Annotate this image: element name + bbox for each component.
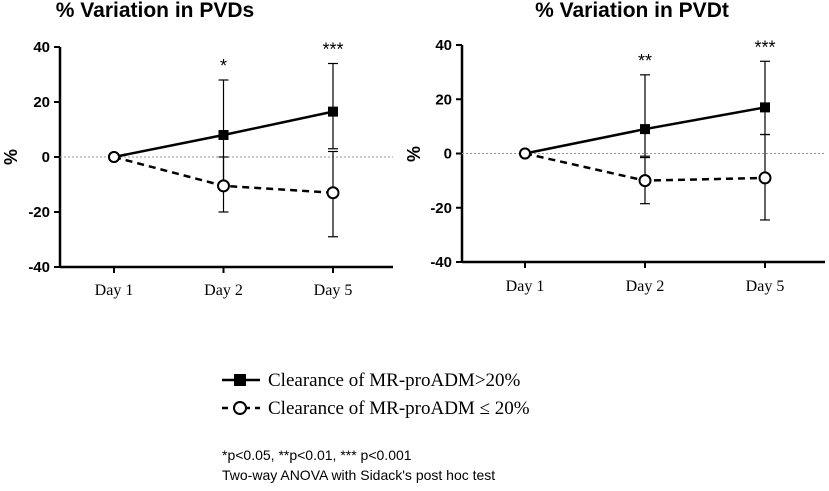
footnote-test: Two-way ANOVA with Sidack's post hoc tes… — [222, 467, 495, 483]
data-point-marker — [640, 124, 650, 135]
y-tick-label: 20 — [33, 94, 50, 111]
x-tick-label: Day 1 — [506, 278, 545, 295]
y-tick-label: -40 — [28, 259, 50, 276]
legend-label: Clearance of MR-proADM ≤ 20% — [268, 398, 530, 419]
y-tick-label: 20 — [435, 91, 452, 108]
data-point-marker — [519, 147, 531, 160]
significance-label: * — [220, 56, 227, 76]
data-point-marker — [760, 102, 770, 113]
x-tick-label: Day 2 — [204, 282, 243, 299]
data-point-marker — [217, 179, 230, 193]
y-tick-label: -40 — [430, 254, 452, 271]
data-point-marker — [328, 106, 338, 117]
y-tick-label: 0 — [444, 146, 452, 163]
chart-panel-pvdt: % Variation in PVDt % 40 20 0 -20 -40 Day 1 Da… — [404, 0, 825, 295]
chart-panel-pvds: % Variation in PVDs % 40 20 0 -20 -40 Day 1 Da… — [1, 0, 393, 299]
significance-label: ** — [638, 51, 652, 71]
data-point-marker — [218, 130, 229, 140]
legend-label: Clearance of MR-proADM>20% — [268, 370, 521, 391]
filled-square-marker-icon — [234, 374, 246, 386]
y-tick-label: -20 — [430, 200, 452, 217]
data-point-marker — [758, 171, 772, 185]
y-tick-label: 40 — [435, 37, 452, 54]
x-tick-label: Day 2 — [626, 278, 665, 295]
footnote-significance: *p<0.05, **p<0.01, *** p<0.001 — [222, 447, 412, 463]
legend-item-clearance-le-20: Clearance of MR-proADM ≤ 20% — [222, 398, 530, 419]
legend-item-clearance-gt-20: Clearance of MR-proADM>20% — [222, 370, 521, 391]
y-axis-label: % — [1, 149, 21, 165]
chart-title: % Variation in PVDs — [56, 0, 254, 22]
y-axis-label: % — [404, 146, 424, 162]
y-tick-label: 40 — [33, 39, 50, 56]
y-tick-label: -20 — [28, 204, 50, 221]
legend: Clearance of MR-proADM>20% Clearance of … — [222, 370, 530, 419]
x-tick-label: Day 1 — [95, 282, 134, 299]
significance-label: *** — [754, 37, 775, 57]
data-point-marker — [108, 151, 120, 163]
x-tick-label: Day 5 — [314, 282, 353, 299]
data-point-marker — [638, 174, 652, 188]
open-circle-marker-icon — [233, 401, 247, 415]
significance-label: *** — [322, 40, 343, 60]
y-tick-label: 0 — [42, 149, 50, 166]
data-point-marker — [326, 186, 340, 200]
chart-title: % Variation in PVDt — [535, 0, 729, 22]
x-tick-label: Day 5 — [746, 278, 785, 295]
